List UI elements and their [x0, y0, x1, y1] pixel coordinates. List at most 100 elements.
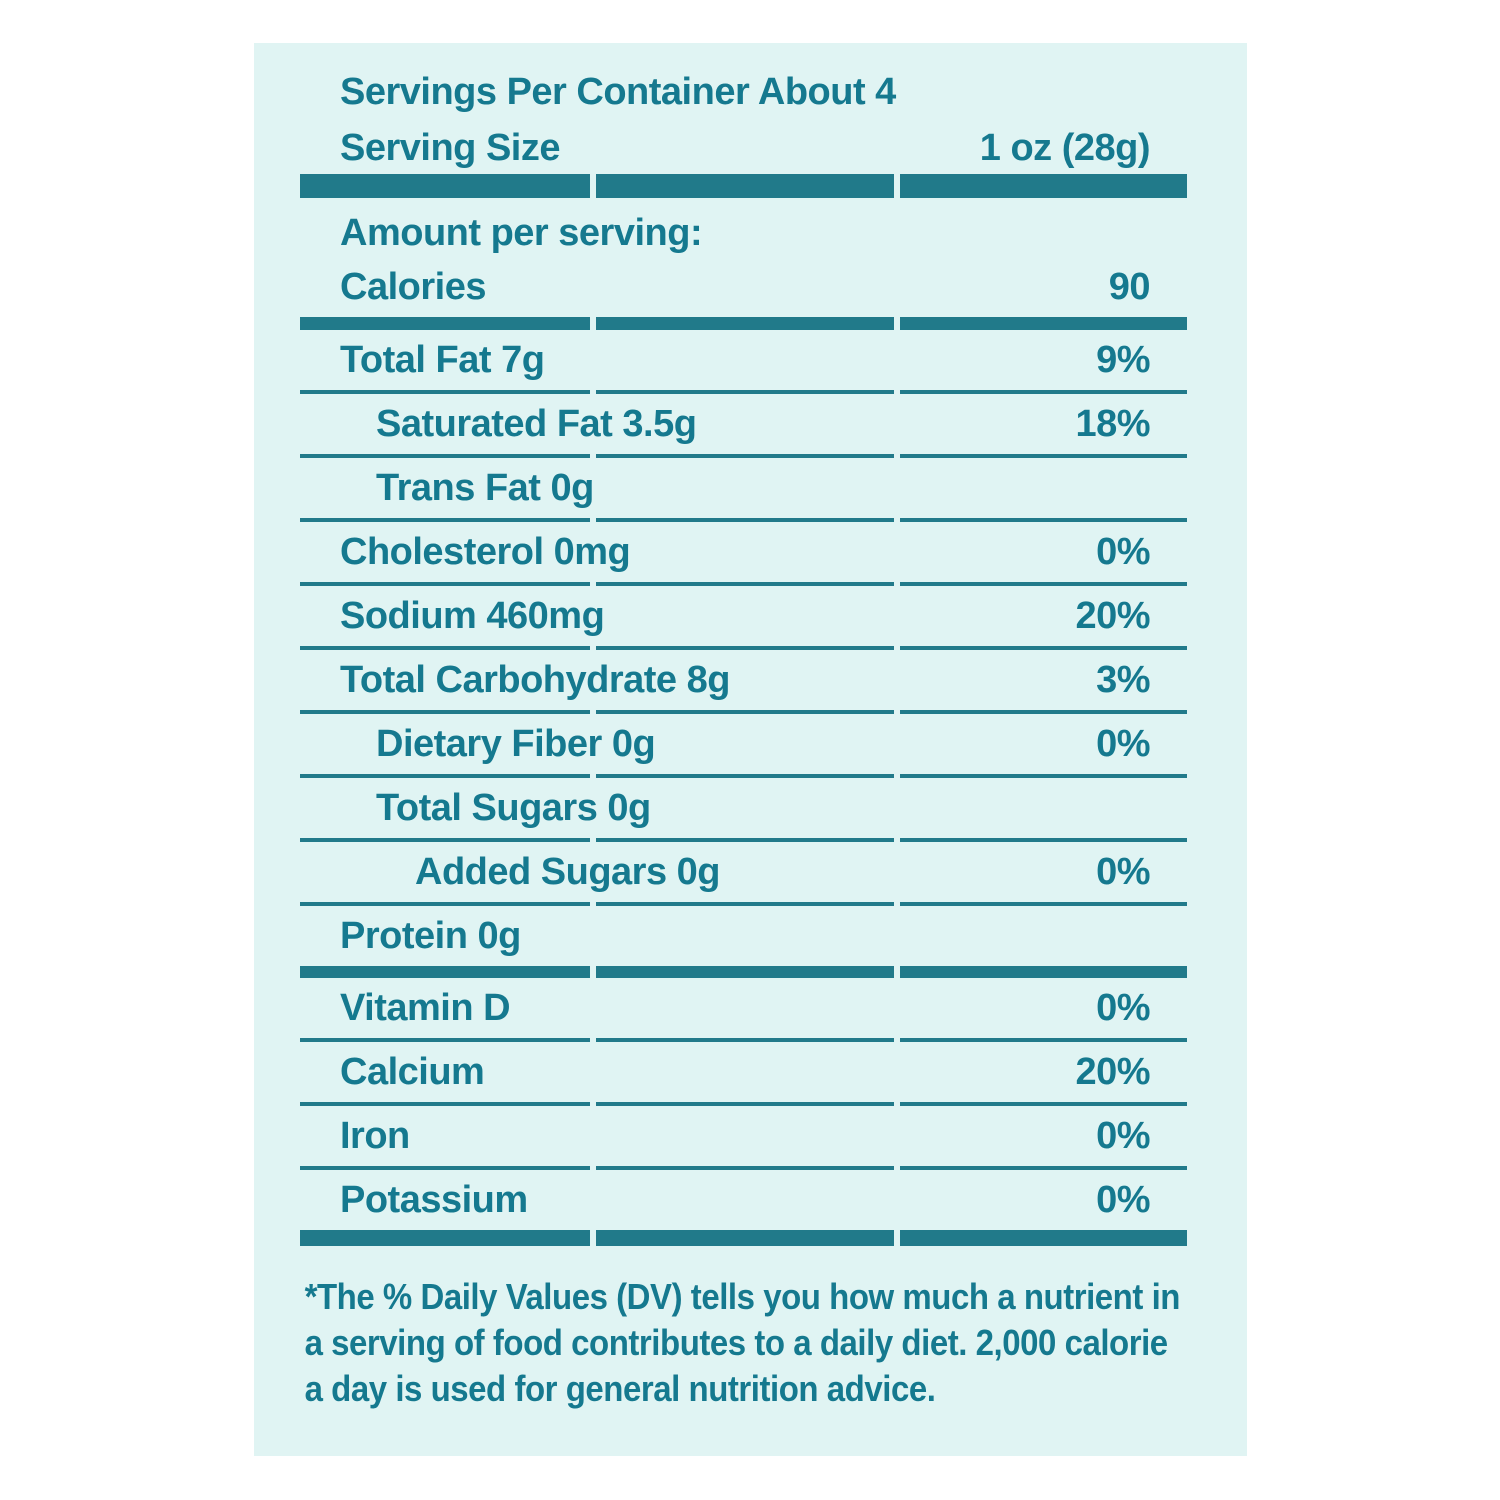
vitamin-label: Calcium — [340, 1050, 485, 1093]
row-separator — [300, 1102, 1187, 1106]
bar-segment — [596, 966, 894, 978]
nutrient-value: 9% — [1096, 338, 1150, 381]
calories-divider-bar — [300, 317, 1187, 330]
nutrient-row-sodium: Sodium 460mg 20% — [300, 586, 1187, 646]
separator-segment — [596, 1038, 894, 1042]
nutrient-label: Saturated Fat 3.5g — [376, 402, 697, 445]
vitamin-value: 0% — [1096, 986, 1150, 1029]
nutrient-value: 20% — [1075, 594, 1150, 637]
row-separator — [300, 774, 1187, 778]
row-separator — [300, 710, 1187, 714]
nutrient-row-saturated-fat: Saturated Fat 3.5g 18% — [300, 394, 1187, 454]
bar-segment — [899, 966, 1187, 978]
bar-segment — [899, 1230, 1187, 1246]
nutrient-label: Trans Fat 0g — [376, 466, 594, 509]
separator-segment — [899, 646, 1187, 650]
bar-segment — [300, 966, 591, 978]
separator-segment — [899, 1102, 1187, 1106]
separator-segment — [899, 710, 1187, 714]
bar-segment — [300, 317, 591, 330]
separator-segment — [300, 454, 591, 458]
nutrient-row-total-fat: Total Fat 7g 9% — [300, 330, 1187, 390]
separator-segment — [300, 390, 591, 394]
bar-segment — [899, 174, 1187, 198]
nutrient-value: 0% — [1096, 722, 1150, 765]
nutrient-value: 0% — [1096, 850, 1150, 893]
bar-segment — [596, 317, 894, 330]
macro-section-divider-bar — [300, 966, 1187, 978]
row-separator — [300, 1038, 1187, 1042]
separator-segment — [596, 1102, 894, 1106]
calories-value: 90 — [1108, 266, 1151, 308]
separator-segment — [300, 710, 591, 714]
row-separator — [300, 1166, 1187, 1170]
separator-segment — [899, 1038, 1187, 1042]
separator-segment — [596, 774, 894, 778]
separator-segment — [899, 902, 1187, 906]
separator-segment — [899, 454, 1187, 458]
vitamin-value: 0% — [1096, 1114, 1150, 1157]
nutrient-value: 0% — [1096, 530, 1150, 573]
vitamin-label: Vitamin D — [340, 986, 511, 1029]
separator-segment — [899, 1166, 1187, 1170]
separator-segment — [596, 710, 894, 714]
nutrient-row-cholesterol: Cholesterol 0mg 0% — [300, 522, 1187, 582]
vitamin-value: 0% — [1096, 1178, 1150, 1221]
bar-segment — [596, 1230, 894, 1246]
nutrient-row-total-sugars: Total Sugars 0g — [300, 778, 1187, 838]
separator-segment — [596, 390, 894, 394]
daily-value-footnote: *The % Daily Values (DV) tells you how m… — [304, 1276, 1181, 1409]
separator-segment — [899, 774, 1187, 778]
calories-label: Calories — [340, 266, 486, 308]
nutrition-label-content: Servings Per Container About 4 Serving S… — [300, 71, 1187, 1412]
separator-segment — [300, 646, 591, 650]
nutrition-label-card: Servings Per Container About 4 Serving S… — [254, 43, 1247, 1456]
separator-segment — [596, 646, 894, 650]
nutrient-row-dietary-fiber: Dietary Fiber 0g 0% — [300, 714, 1187, 774]
vitamin-row-vitamin-d: Vitamin D 0% — [300, 978, 1187, 1038]
serving-size-label: Serving Size — [340, 127, 560, 169]
nutrient-label: Added Sugars 0g — [415, 850, 721, 893]
row-separator — [300, 390, 1187, 394]
separator-segment — [899, 838, 1187, 842]
separator-segment — [899, 582, 1187, 586]
vitamin-label: Potassium — [340, 1178, 528, 1221]
row-separator — [300, 646, 1187, 650]
nutrient-row-protein: Protein 0g — [300, 906, 1187, 966]
nutrient-row-total-carbohydrate: Total Carbohydrate 8g 3% — [300, 650, 1187, 710]
vitamin-label: Iron — [340, 1114, 410, 1157]
vitamin-row-calcium: Calcium 20% — [300, 1042, 1187, 1102]
nutrient-label: Total Carbohydrate 8g — [340, 658, 730, 701]
bar-segment — [899, 317, 1187, 330]
nutrient-label: Total Sugars 0g — [376, 786, 651, 829]
calories-row: Calories 90 — [300, 266, 1187, 308]
nutrient-label: Protein 0g — [340, 914, 521, 957]
header-divider-bar — [300, 174, 1187, 198]
row-separator — [300, 518, 1187, 522]
separator-segment — [596, 1166, 894, 1170]
separator-segment — [899, 390, 1187, 394]
bar-segment — [596, 174, 894, 198]
separator-segment — [596, 902, 894, 906]
separator-segment — [596, 454, 894, 458]
separator-segment — [300, 838, 591, 842]
nutrient-row-trans-fat: Trans Fat 0g — [300, 458, 1187, 518]
nutrient-value: 3% — [1096, 658, 1150, 701]
separator-segment — [300, 1166, 591, 1170]
vitamin-row-potassium: Potassium 0% — [300, 1170, 1187, 1230]
separator-segment — [300, 518, 591, 522]
amount-per-serving-label: Amount per serving: — [340, 212, 703, 254]
row-separator — [300, 838, 1187, 842]
separator-segment — [300, 902, 591, 906]
separator-segment — [300, 774, 591, 778]
separator-segment — [300, 582, 591, 586]
row-separator — [300, 454, 1187, 458]
separator-segment — [300, 1038, 591, 1042]
vitamin-value: 20% — [1075, 1050, 1150, 1093]
serving-size-row: Serving Size 1 oz (28g) — [300, 127, 1187, 169]
separator-segment — [596, 838, 894, 842]
bottom-divider-bar — [300, 1230, 1187, 1246]
nutrient-row-added-sugars: Added Sugars 0g 0% — [300, 842, 1187, 902]
separator-segment — [899, 518, 1187, 522]
bar-segment — [300, 174, 591, 198]
